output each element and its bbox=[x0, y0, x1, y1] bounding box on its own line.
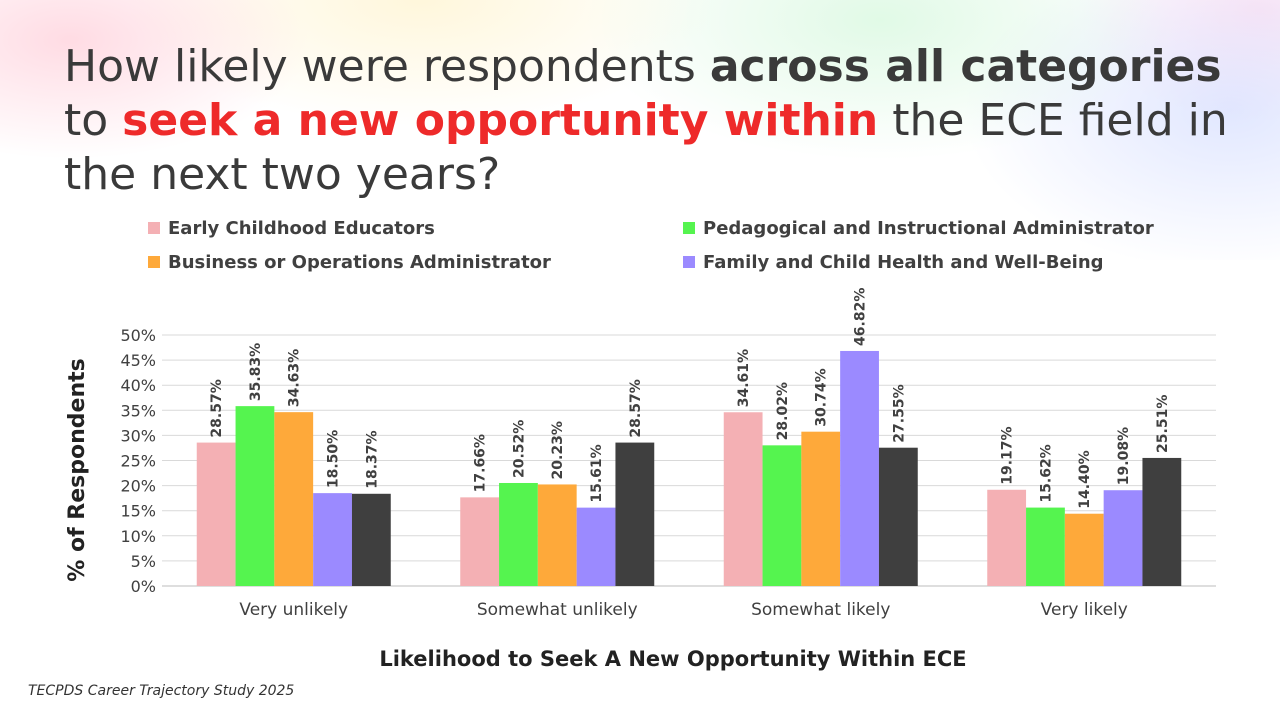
data-label: 30.74% bbox=[814, 368, 830, 426]
data-label: 28.57% bbox=[209, 379, 225, 437]
data-label: 46.82% bbox=[853, 288, 869, 346]
data-label: 20.52% bbox=[511, 420, 527, 478]
data-label: 28.57% bbox=[628, 379, 644, 437]
bar bbox=[987, 489, 1027, 586]
x-tick-label: Very likely bbox=[1041, 600, 1128, 620]
legend-label: Business or Operations Administrator bbox=[168, 251, 551, 273]
data-label: 19.08% bbox=[1116, 427, 1132, 485]
bar bbox=[196, 442, 236, 586]
data-label: 17.66% bbox=[473, 434, 489, 492]
bar bbox=[762, 445, 802, 586]
bar bbox=[313, 493, 352, 586]
bar bbox=[878, 447, 918, 586]
y-tick-label: 35% bbox=[120, 401, 156, 420]
legend-swatch bbox=[148, 256, 160, 268]
legend-label: Pedagogical and Instructional Administra… bbox=[703, 217, 1154, 239]
data-label: 20.23% bbox=[550, 421, 566, 479]
legend-label: Early Childhood Educators bbox=[168, 217, 435, 239]
data-label: 27.55% bbox=[891, 384, 907, 442]
data-label: 35.83% bbox=[248, 343, 264, 401]
bar bbox=[1142, 457, 1182, 586]
data-label: 34.61% bbox=[736, 349, 752, 407]
x-tick-label: Somewhat likely bbox=[751, 600, 890, 620]
legend-item-early-childhood-educators: Early Childhood Educators bbox=[148, 216, 435, 240]
bar bbox=[460, 497, 500, 586]
data-label: 15.61% bbox=[589, 444, 605, 502]
legend-swatch bbox=[683, 222, 695, 234]
data-label: 14.40% bbox=[1077, 450, 1093, 508]
bar bbox=[499, 482, 538, 586]
legend-swatch bbox=[148, 222, 160, 234]
bar bbox=[274, 412, 314, 586]
y-tick-label: 5% bbox=[131, 552, 156, 571]
bar bbox=[1064, 513, 1104, 586]
bar bbox=[537, 484, 577, 586]
y-tick-label: 25% bbox=[120, 452, 156, 471]
y-tick-label: 50% bbox=[120, 326, 156, 345]
bar bbox=[1103, 490, 1143, 586]
bar bbox=[801, 431, 841, 586]
data-label: 18.50% bbox=[326, 430, 342, 488]
y-tick-label: 10% bbox=[120, 527, 156, 546]
legend-item-business-operations-administrator: Business or Operations Administrator bbox=[148, 250, 551, 274]
title-part-2: to bbox=[64, 95, 123, 146]
x-axis-title: Likelihood to Seek A New Opportunity Wit… bbox=[379, 647, 966, 671]
source-note: TECPDS Career Trajectory Study 2025 bbox=[28, 683, 295, 699]
data-label: 25.51% bbox=[1155, 395, 1171, 453]
legend-item-family-child-health: Family and Child Health and Well-Being bbox=[683, 250, 1104, 274]
y-axis-title: % of Respondents bbox=[65, 358, 90, 581]
y-tick-label: 20% bbox=[120, 477, 156, 496]
title-part-1: How likely were respondents bbox=[64, 41, 710, 92]
title-bold: across all categories bbox=[709, 41, 1222, 92]
bar bbox=[615, 442, 655, 586]
x-tick-label: Somewhat unlikely bbox=[477, 600, 638, 620]
y-tick-label: 30% bbox=[120, 426, 156, 445]
data-label: 19.17% bbox=[1000, 426, 1016, 484]
bar bbox=[1026, 507, 1065, 586]
data-label: 15.62% bbox=[1038, 444, 1054, 502]
y-tick-label: 40% bbox=[120, 376, 156, 395]
x-tick-label: Very unlikely bbox=[239, 600, 348, 620]
bar bbox=[723, 412, 763, 586]
bar bbox=[576, 507, 616, 586]
background-gradient bbox=[0, 0, 1280, 260]
y-tick-label: 45% bbox=[120, 351, 156, 370]
data-label: 28.02% bbox=[775, 382, 791, 440]
data-label: 18.37% bbox=[364, 430, 380, 488]
bar bbox=[235, 406, 275, 586]
y-tick-label: 0% bbox=[131, 577, 156, 596]
legend-item-pedagogical-instructional-administrator: Pedagogical and Instructional Administra… bbox=[683, 216, 1154, 240]
data-label: 34.63% bbox=[287, 349, 303, 407]
legend-label: Family and Child Health and Well-Being bbox=[703, 251, 1104, 273]
title-highlight: seek a new opportunity within bbox=[122, 95, 879, 146]
y-tick-label: 15% bbox=[120, 502, 156, 521]
legend-swatch bbox=[683, 256, 695, 268]
title-part-3: the ECE field in the next two years? bbox=[64, 95, 1228, 200]
page-title: How likely were respondents across all c… bbox=[64, 40, 1244, 202]
bar bbox=[351, 493, 391, 586]
bar bbox=[840, 350, 879, 586]
